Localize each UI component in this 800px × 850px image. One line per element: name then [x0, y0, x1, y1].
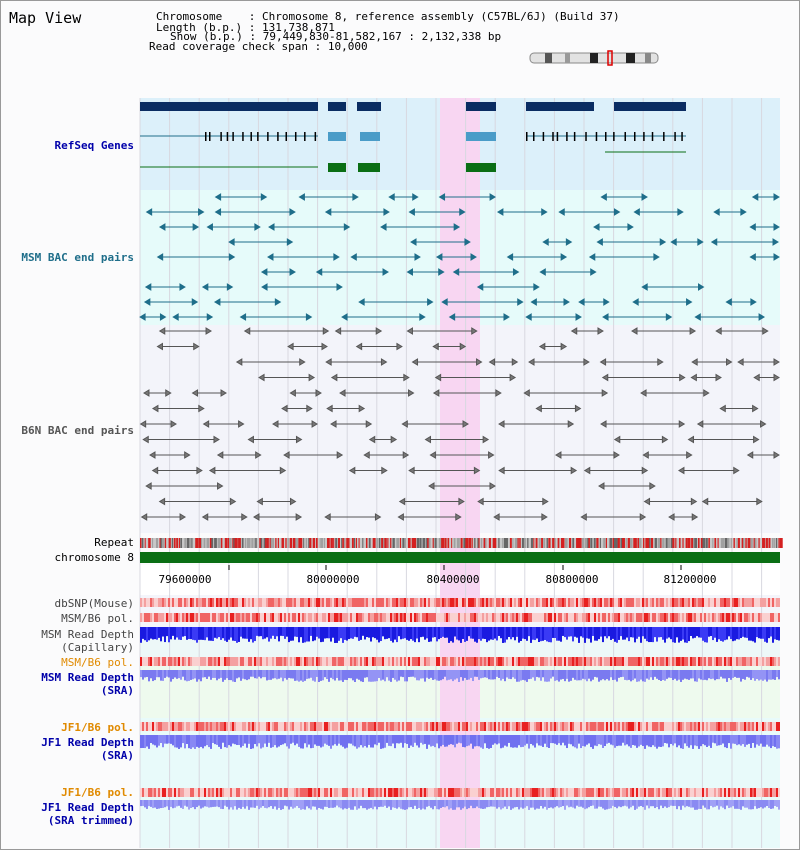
msm-depth-sra-line2: (SRA) [100, 684, 134, 697]
show-value: 79,449,830-81,582,167 : 2,132,338 bp [262, 30, 502, 43]
track-label-refseq[interactable]: RefSeq Genes [54, 139, 134, 152]
chromosome-key: Chromosome [156, 10, 223, 23]
track-label-chromosome[interactable]: chromosome 8 [54, 551, 134, 564]
length-info: Length (b.p.) : 131,738,871 [156, 21, 335, 34]
b6n-bac-pairs[interactable] [139, 327, 780, 521]
track-label-msm-b6-pol-2[interactable]: MSM/B6 pol. [61, 656, 134, 669]
track-label-msm-bac[interactable]: MSM BAC end pairs [21, 251, 134, 264]
jf1-depth-trim-line1: JF1 Read Depth [41, 801, 134, 814]
variant-heat-tracks[interactable] [140, 598, 780, 797]
track-label-jf1-depth-trim[interactable]: JF1 Read Depth (SRA trimmed) [41, 801, 134, 827]
tick-label-5: 81200000 [663, 573, 717, 586]
track-label-jf1-pol-1[interactable]: JF1/B6 pol. [61, 721, 134, 734]
length-key: Length (b.p.) [156, 21, 243, 34]
track-label-jf1-depth-sra[interactable]: JF1 Read Depth (SRA) [41, 736, 134, 762]
jf1-depth-sra-line1: JF1 Read Depth [41, 736, 134, 749]
coverage-key: Read coverage check span [149, 40, 308, 53]
jf1-depth-sra-line2: (SRA) [100, 749, 134, 762]
tick-label-2: 80000000 [306, 573, 360, 586]
read-depth-tracks[interactable] [140, 627, 780, 810]
msm-depth-sra-line1: MSM Read Depth [41, 671, 134, 684]
chromosome-ideogram[interactable] [529, 50, 659, 66]
show-info: Show (b.p.) : 79,449,830-81,582,167 : 2,… [170, 30, 502, 43]
track-label-msm-b6-pol-1[interactable]: MSM/B6 pol. [61, 612, 134, 625]
show-key: Show (b.p.) [170, 30, 243, 43]
track-label-jf1-pol-2[interactable]: JF1/B6 pol. [61, 786, 134, 799]
tick-label-1: 79600000 [158, 573, 212, 586]
length-value: 131,738,871 [261, 21, 335, 34]
msm-bac-pairs[interactable] [139, 193, 780, 321]
msm-depth-cap-line2: (Capillary) [61, 641, 134, 654]
page-title: Map View [9, 9, 82, 27]
axis-ticks [228, 565, 682, 570]
track-label-b6n-bac[interactable]: B6N BAC end pairs [21, 424, 134, 437]
coverage-value: 10,000 [327, 40, 368, 53]
refseq-genes[interactable] [140, 102, 686, 172]
track-label-repeat[interactable]: Repeat [94, 536, 134, 549]
msm-depth-cap-line1: MSM Read Depth [41, 628, 134, 641]
chromosome-value: Chromosome 8, reference assembly (C57BL/… [261, 10, 620, 23]
track-label-msm-depth-cap[interactable]: MSM Read Depth (Capillary) [41, 628, 134, 654]
chromosome-bar[interactable] [140, 552, 780, 563]
track-label-dbsnp[interactable]: dbSNP(Mouse) [54, 597, 134, 610]
tick-label-3: 80400000 [426, 573, 480, 586]
coverage-info: Read coverage check span : 10,000 [149, 40, 368, 53]
track-label-msm-depth-sra[interactable]: MSM Read Depth (SRA) [41, 671, 134, 697]
tick-label-4: 80800000 [545, 573, 599, 586]
repeat-track[interactable] [140, 538, 783, 548]
jf1-depth-trim-line2: (SRA trimmed) [47, 814, 134, 827]
chromosome-info: Chromosome : Chromosome 8, reference ass… [156, 10, 620, 23]
